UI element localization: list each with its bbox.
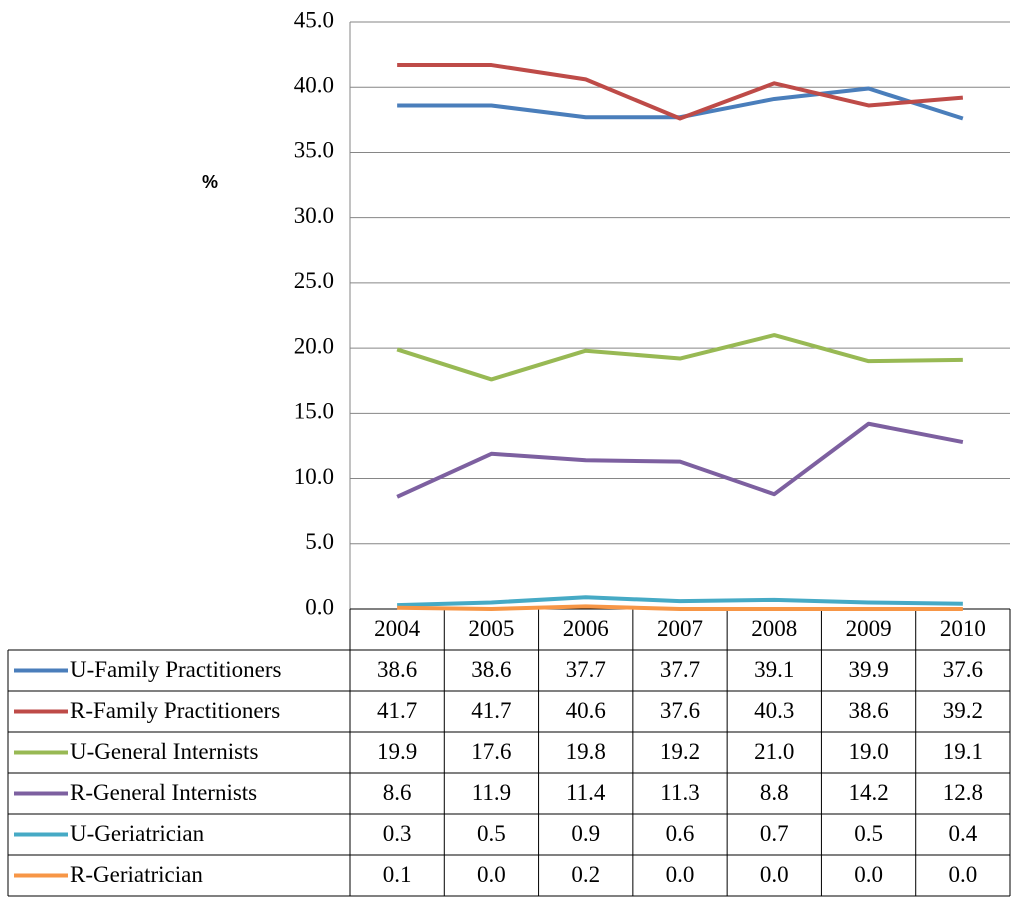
- table-cell: 38.6: [471, 657, 511, 682]
- table-cell: 0.2: [571, 862, 600, 887]
- series-line: [397, 63, 964, 121]
- table-cell: 40.3: [754, 698, 794, 723]
- table-cell: 0.0: [948, 862, 977, 887]
- table-cell: 0.0: [666, 862, 695, 887]
- legend-label: U-Geriatrician: [70, 821, 205, 846]
- table-cell: 8.8: [760, 780, 789, 805]
- table-cell: 40.6: [566, 698, 606, 723]
- x-tick-label: 2007: [657, 616, 703, 641]
- y-tick-label: 40.0: [294, 73, 334, 98]
- table-cell: 19.1: [943, 739, 983, 764]
- legend-label: R-Geriatrician: [70, 862, 203, 887]
- table-cell: 39.1: [754, 657, 794, 682]
- legend-label: R-Family Practitioners: [70, 698, 280, 723]
- series-line: [396, 421, 964, 499]
- table-cell: 39.2: [943, 698, 983, 723]
- table-cell: 19.8: [566, 739, 606, 764]
- table-cell: 21.0: [754, 739, 794, 764]
- x-tick-label: 2004: [374, 616, 421, 641]
- table-cell: 37.6: [943, 657, 983, 682]
- table-cell: 0.5: [854, 821, 883, 846]
- table-cell: 19.9: [377, 739, 417, 764]
- y-axis-label: %: [202, 172, 218, 192]
- legend-label: U-Family Practitioners: [70, 657, 281, 682]
- table-cell: 38.6: [848, 698, 888, 723]
- table-cell: 41.7: [377, 698, 417, 723]
- table-cell: 39.9: [848, 657, 888, 682]
- series-line: [397, 595, 963, 608]
- table-cell: 0.7: [760, 821, 789, 846]
- y-tick-label: 45.0: [294, 7, 334, 32]
- table-cell: 11.3: [660, 780, 699, 805]
- table-cell: 0.0: [477, 862, 506, 887]
- table-cell: 0.3: [383, 821, 412, 846]
- x-tick-label: 2006: [563, 616, 609, 641]
- y-tick-label: 25.0: [294, 268, 334, 293]
- table-cell: 14.2: [848, 780, 888, 805]
- table-cell: 19.2: [660, 739, 700, 764]
- table-cell: 17.6: [471, 739, 511, 764]
- y-tick-label: 5.0: [305, 529, 334, 554]
- series-line: [396, 333, 963, 382]
- table-cell: 11.9: [472, 780, 511, 805]
- table-cell: 12.8: [943, 780, 983, 805]
- y-tick-label: 20.0: [294, 333, 334, 358]
- table-cell: 11.4: [566, 780, 606, 805]
- legend-label: U-General Internists: [70, 739, 258, 764]
- x-tick-label: 2010: [940, 616, 986, 641]
- y-tick-label: 35.0: [294, 138, 334, 163]
- table-cell: 0.1: [383, 862, 412, 887]
- table-cell: 0.4: [948, 821, 977, 846]
- x-tick-label: 2009: [846, 616, 892, 641]
- table-cell: 41.7: [471, 698, 511, 723]
- table-cell: 19.0: [848, 739, 888, 764]
- table-cell: 8.6: [383, 780, 412, 805]
- x-tick-label: 2005: [468, 616, 514, 641]
- y-tick-label: 10.0: [294, 464, 334, 489]
- table-cell: 37.7: [566, 657, 606, 682]
- table-cell: 0.6: [666, 821, 695, 846]
- table-cell: 38.6: [377, 657, 417, 682]
- x-tick-label: 2008: [751, 616, 797, 641]
- table-cell: 37.7: [660, 657, 700, 682]
- series-line: [397, 604, 963, 611]
- table-cell: 37.6: [660, 698, 700, 723]
- y-tick-label: 0.0: [305, 594, 334, 619]
- table-cell: 0.0: [760, 862, 789, 887]
- y-tick-label: 30.0: [294, 203, 334, 228]
- table-cell: 0.9: [571, 821, 600, 846]
- table-cell: 0.0: [854, 862, 883, 887]
- y-tick-label: 15.0: [294, 399, 334, 424]
- table-cell: 0.5: [477, 821, 506, 846]
- legend-label: R-General Internists: [70, 780, 257, 805]
